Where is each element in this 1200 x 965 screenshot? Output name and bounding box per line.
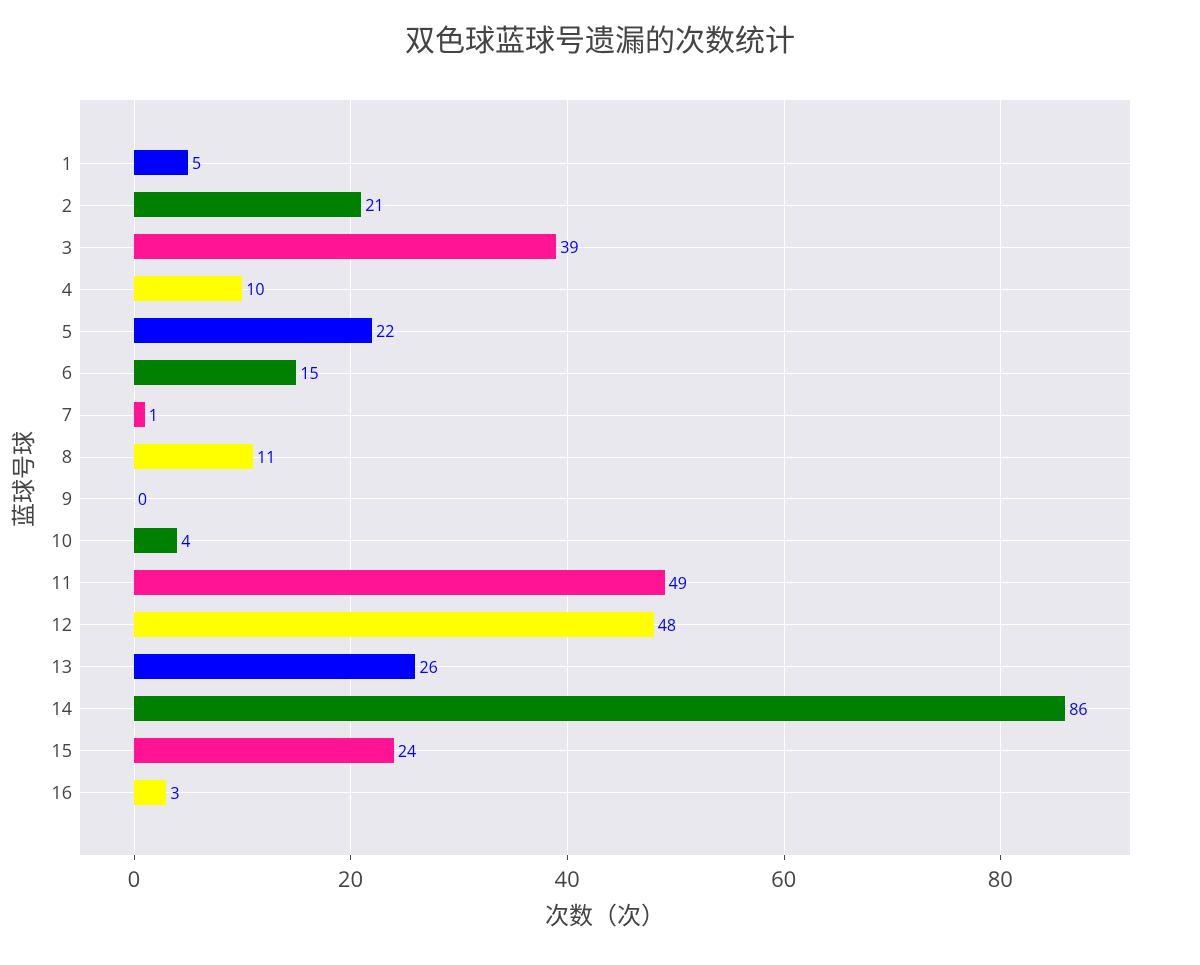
y-gridline [80, 415, 1130, 416]
y-gridline [80, 498, 1130, 499]
x-tick-label: 0 [94, 864, 174, 894]
bar [134, 150, 188, 175]
bar [134, 780, 166, 805]
y-tick-label: 12 [51, 613, 72, 637]
y-tick-label: 9 [62, 487, 72, 511]
chart-title: 双色球蓝球号遗漏的次数统计 [0, 16, 1200, 60]
y-tick-label: 16 [51, 781, 72, 805]
x-tick-mark [134, 855, 135, 860]
y-gridline [80, 540, 1130, 541]
y-tick-label: 1 [62, 152, 72, 176]
bar [134, 402, 145, 427]
y-tick-label: 7 [62, 403, 72, 427]
bar-value-label: 5 [192, 152, 201, 174]
y-tick-label: 11 [51, 571, 72, 595]
bar [134, 192, 361, 217]
x-gridline [784, 100, 785, 855]
bar-value-label: 3 [170, 782, 179, 804]
bar [134, 360, 296, 385]
bar [134, 612, 654, 637]
bar-value-label: 86 [1069, 698, 1087, 720]
bar-value-label: 0 [138, 488, 147, 510]
bar [134, 654, 416, 679]
x-tick-mark [784, 855, 785, 860]
bar [134, 570, 665, 595]
bar-value-label: 1 [149, 404, 158, 426]
bar-value-label: 24 [398, 740, 416, 762]
x-tick-label: 80 [960, 864, 1040, 894]
x-tick-label: 20 [310, 864, 390, 894]
bar-value-label: 26 [419, 656, 437, 678]
y-tick-label: 3 [62, 236, 72, 260]
y-gridline [80, 792, 1130, 793]
bar-value-label: 10 [246, 278, 264, 300]
bar-value-label: 22 [376, 320, 394, 342]
chart-container: 双色球蓝球号遗漏的次数统计 蓝球号球 次数（次） 521391022151110… [0, 0, 1200, 965]
bar [134, 696, 1065, 721]
plot-area [80, 100, 1130, 855]
bar-value-label: 49 [669, 572, 687, 594]
x-gridline [567, 100, 568, 855]
y-gridline [80, 163, 1130, 164]
y-tick-label: 5 [62, 320, 72, 344]
x-tick-label: 60 [744, 864, 824, 894]
y-tick-label: 6 [62, 361, 72, 385]
y-tick-label: 14 [51, 697, 72, 721]
y-axis-title: 蓝球号球 [4, 379, 40, 579]
x-axis-title: 次数（次） [80, 896, 1130, 932]
y-tick-label: 2 [62, 194, 72, 218]
y-tick-label: 8 [62, 445, 72, 469]
x-tick-mark [567, 855, 568, 860]
x-tick-mark [350, 855, 351, 860]
x-gridline [1000, 100, 1001, 855]
bar [134, 444, 253, 469]
y-tick-label: 15 [51, 739, 72, 763]
bar [134, 234, 556, 259]
bar-value-label: 39 [560, 236, 578, 258]
bar-value-label: 11 [257, 446, 275, 468]
bar-value-label: 21 [365, 194, 383, 216]
bar-value-label: 48 [658, 614, 676, 636]
bar [134, 738, 394, 763]
bar-value-label: 4 [181, 530, 190, 552]
bar [134, 528, 177, 553]
bar [134, 318, 372, 343]
x-tick-mark [1000, 855, 1001, 860]
y-tick-label: 4 [62, 278, 72, 302]
bar-value-label: 15 [300, 362, 318, 384]
y-tick-label: 10 [51, 529, 72, 553]
y-tick-label: 13 [51, 655, 72, 679]
bar [134, 276, 242, 301]
x-tick-label: 40 [527, 864, 607, 894]
